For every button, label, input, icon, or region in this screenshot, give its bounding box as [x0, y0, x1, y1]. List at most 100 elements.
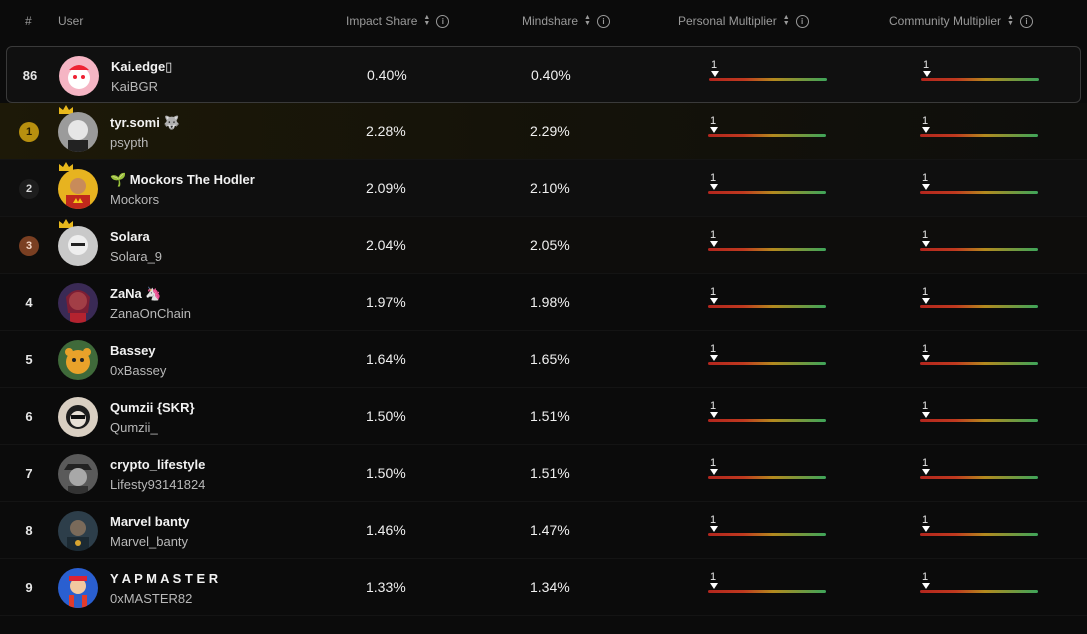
user-handle[interactable]: Lifesty93141824: [110, 477, 206, 492]
mindshare-value: 1.51%: [530, 465, 570, 481]
avatar[interactable]: [58, 511, 98, 551]
gauge-bar: [708, 419, 826, 422]
user-display-name[interactable]: Qumzii {SKR}: [110, 400, 195, 415]
user-handle[interactable]: KaiBGR: [111, 79, 158, 94]
user-display-name[interactable]: tyr.somi 🐺: [110, 115, 180, 130]
gauge-marker-icon: [922, 583, 930, 589]
mindshare-value: 2.29%: [530, 123, 570, 139]
gauge-marker-icon: [711, 71, 719, 77]
user-handle[interactable]: 0xMASTER82: [110, 591, 193, 606]
gauge-bar: [708, 134, 826, 137]
impact-share-value: 1.50%: [366, 408, 406, 424]
gauge-bar: [708, 191, 826, 194]
impact-share-value: 2.04%: [366, 237, 406, 253]
info-icon[interactable]: i: [1019, 14, 1033, 28]
gauge-marker-icon: [922, 184, 930, 190]
avatar[interactable]: [58, 112, 98, 152]
user-display-name[interactable]: Marvel banty: [110, 514, 190, 529]
mindshare-value: 1.47%: [530, 522, 570, 538]
avatar[interactable]: [58, 283, 98, 323]
user-display-name[interactable]: Bassey: [110, 343, 156, 358]
gauge-bar: [708, 533, 826, 536]
user-handle[interactable]: Qumzii_: [110, 420, 158, 435]
user-handle[interactable]: ZanaOnChain: [110, 306, 191, 321]
user-display-name[interactable]: 🌱 Mockors The Hodler: [110, 172, 255, 187]
user-column-header: User: [58, 14, 84, 28]
avatar[interactable]: [58, 340, 98, 380]
gold-medal-badge: 1: [19, 122, 39, 142]
mindshare-column-header[interactable]: Mindshare ▲ ▼ i: [522, 14, 610, 28]
avatar[interactable]: [58, 568, 98, 608]
table-row[interactable]: 2 🌱 Mockors The Hodler Mockors 2.09% 2.1…: [0, 160, 1087, 217]
gauge-bar: [708, 362, 826, 365]
mindshare-value: 0.40%: [531, 67, 571, 83]
avatar[interactable]: [58, 454, 98, 494]
personal-multiplier-gauge: 1: [708, 456, 826, 486]
current-user-row[interactable]: 86 Kai.edge▯ KaiBGR 0.40% 0.40% 1 1: [6, 46, 1081, 103]
community-multiplier-gauge: 1: [920, 285, 1038, 315]
community-multiplier-gauge: 1: [920, 513, 1038, 543]
personal-multiplier-column-header[interactable]: Personal Multiplier ▲ ▼ i: [678, 14, 809, 28]
gauge-marker-icon: [710, 298, 718, 304]
gauge-bar: [920, 533, 1038, 536]
gauge-bar: [921, 78, 1039, 81]
rank-number: 4: [25, 295, 33, 310]
sort-icon[interactable]: ▲ ▼: [1007, 14, 1014, 27]
personal-multiplier-gauge: 1: [708, 171, 826, 201]
community-multiplier-gauge: 1: [920, 399, 1038, 429]
info-icon[interactable]: i: [436, 14, 450, 28]
rank-number: 7: [25, 466, 33, 481]
avatar[interactable]: [58, 169, 98, 209]
gauge-marker-icon: [710, 241, 718, 247]
sort-icon[interactable]: ▲ ▼: [584, 14, 591, 27]
table-row[interactable]: 1 tyr.somi 🐺 psypth 2.28% 2.29% 1 1: [0, 103, 1087, 160]
personal-multiplier-gauge: 1: [708, 114, 826, 144]
avatar[interactable]: [58, 226, 98, 266]
gauge-bar: [920, 191, 1038, 194]
gauge-marker-icon: [710, 127, 718, 133]
gauge-marker-icon: [710, 583, 718, 589]
user-display-name[interactable]: Y A P M A S T E R: [110, 571, 219, 586]
silver-medal-badge: 2: [19, 179, 39, 199]
sort-icon[interactable]: ▲ ▼: [782, 14, 790, 27]
personal-multiplier-gauge: 1: [708, 399, 826, 429]
table-row[interactable]: 6 Qumzii {SKR} Qumzii_ 1.50% 1.51% 1 1: [0, 388, 1087, 445]
info-icon[interactable]: i: [795, 14, 809, 28]
user-handle[interactable]: Mockors: [110, 192, 160, 207]
table-row[interactable]: 7 crypto_lifestyle Lifesty93141824 1.50%…: [0, 445, 1087, 502]
impact-share-value: 1.97%: [366, 294, 406, 310]
community-multiplier-gauge: 1: [920, 342, 1038, 372]
personal-multiplier-gauge: 1: [708, 285, 826, 315]
user-display-name[interactable]: ZaNa 🦄: [110, 286, 162, 301]
gauge-bar: [708, 248, 826, 251]
personal-multiplier-gauge: 1: [708, 513, 826, 543]
avatar[interactable]: [59, 56, 99, 96]
user-handle[interactable]: psypth: [110, 135, 149, 150]
sort-icon[interactable]: ▲ ▼: [423, 14, 431, 27]
user-display-name[interactable]: Solara: [110, 229, 150, 244]
mindshare-value: 1.65%: [530, 351, 570, 367]
table-row[interactable]: 4 ZaNa 🦄 ZanaOnChain 1.97% 1.98% 1 1: [0, 274, 1087, 331]
table-row[interactable]: 3 Solara Solara_9 2.04% 2.05% 1 1: [0, 217, 1087, 274]
gauge-marker-icon: [710, 469, 718, 475]
gauge-marker-icon: [923, 71, 931, 77]
user-display-name[interactable]: crypto_lifestyle: [110, 457, 206, 472]
user-display-name[interactable]: Kai.edge▯: [111, 59, 173, 74]
user-handle[interactable]: Solara_9: [110, 249, 163, 264]
user-handle[interactable]: 0xBassey: [110, 363, 167, 378]
table-row[interactable]: 9 Y A P M A S T E R 0xMASTER82 1.33% 1.3…: [0, 559, 1087, 616]
gauge-marker-icon: [710, 412, 718, 418]
table-row[interactable]: 8 Marvel banty Marvel_banty 1.46% 1.47% …: [0, 502, 1087, 559]
mindshare-value: 2.10%: [530, 180, 570, 196]
community-multiplier-gauge: 1: [920, 114, 1038, 144]
table-row[interactable]: 5 Bassey 0xBassey 1.64% 1.65% 1 1: [0, 331, 1087, 388]
community-multiplier-column-header[interactable]: Community Multiplier ▲ ▼ i: [889, 14, 1033, 28]
user-handle[interactable]: Marvel_banty: [110, 534, 189, 549]
impact-share-value: 1.64%: [366, 351, 406, 367]
impact-share-column-header[interactable]: Impact Share ▲ ▼ i: [346, 14, 450, 28]
gauge-marker-icon: [922, 127, 930, 133]
gauge-bar: [920, 362, 1038, 365]
personal-multiplier-gauge: 1: [708, 570, 826, 600]
avatar[interactable]: [58, 397, 98, 437]
info-icon[interactable]: i: [596, 14, 610, 28]
